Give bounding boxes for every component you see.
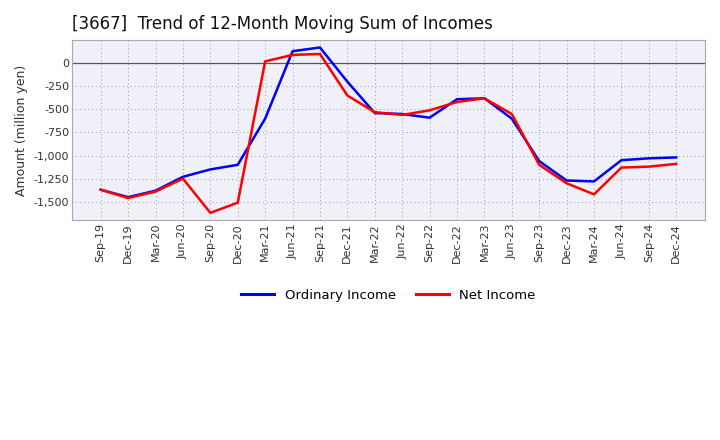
Ordinary Income <box>179 174 187 180</box>
Net Income <box>562 181 571 186</box>
Ordinary Income <box>508 116 516 121</box>
Net Income <box>453 99 462 105</box>
Ordinary Income <box>288 48 297 54</box>
Ordinary Income <box>672 155 680 160</box>
Net Income <box>535 162 544 168</box>
Text: [3667]  Trend of 12-Month Moving Sum of Incomes: [3667] Trend of 12-Month Moving Sum of I… <box>72 15 492 33</box>
Net Income <box>590 192 598 197</box>
Ordinary Income <box>96 187 105 192</box>
Net Income <box>179 176 187 181</box>
Ordinary Income <box>261 116 269 121</box>
Net Income <box>315 51 324 57</box>
Ordinary Income <box>617 158 626 163</box>
Net Income <box>96 187 105 192</box>
Ordinary Income <box>590 179 598 184</box>
Net Income <box>371 110 379 115</box>
Y-axis label: Amount (million yen): Amount (million yen) <box>15 65 28 196</box>
Legend: Ordinary Income, Net Income: Ordinary Income, Net Income <box>236 284 541 307</box>
Ordinary Income <box>644 156 653 161</box>
Net Income <box>206 210 215 216</box>
Net Income <box>644 164 653 169</box>
Ordinary Income <box>233 162 242 168</box>
Net Income <box>343 93 351 98</box>
Net Income <box>261 59 269 64</box>
Net Income <box>233 200 242 205</box>
Net Income <box>398 112 407 117</box>
Ordinary Income <box>562 178 571 183</box>
Ordinary Income <box>426 115 434 120</box>
Net Income <box>124 195 132 201</box>
Net Income <box>288 52 297 58</box>
Ordinary Income <box>151 188 160 193</box>
Ordinary Income <box>535 158 544 164</box>
Ordinary Income <box>343 79 351 84</box>
Ordinary Income <box>315 45 324 50</box>
Net Income <box>672 161 680 166</box>
Ordinary Income <box>453 97 462 102</box>
Ordinary Income <box>371 110 379 116</box>
Net Income <box>617 165 626 170</box>
Line: Net Income: Net Income <box>101 54 676 213</box>
Line: Ordinary Income: Ordinary Income <box>101 48 676 197</box>
Ordinary Income <box>206 167 215 172</box>
Net Income <box>480 95 489 101</box>
Net Income <box>508 111 516 117</box>
Net Income <box>151 189 160 194</box>
Ordinary Income <box>480 95 489 101</box>
Ordinary Income <box>124 194 132 200</box>
Ordinary Income <box>398 111 407 117</box>
Net Income <box>426 108 434 113</box>
